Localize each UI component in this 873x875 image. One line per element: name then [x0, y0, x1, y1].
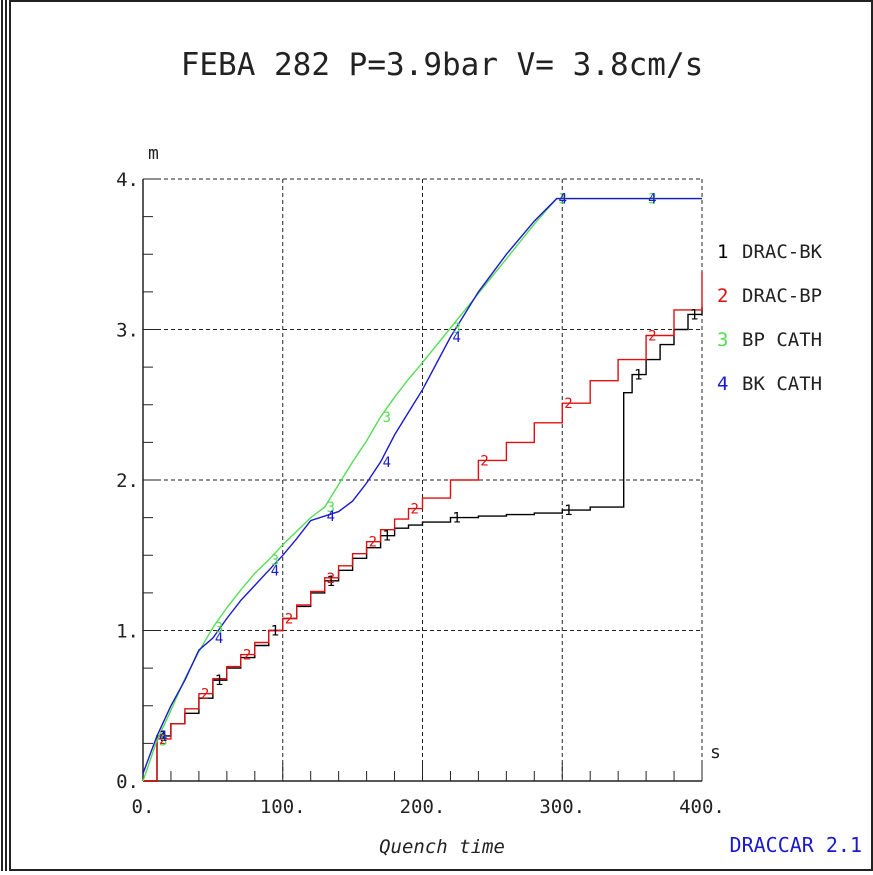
series-marker-3: 3	[383, 410, 391, 426]
series-marker-1: 1	[452, 511, 460, 527]
series-line-2	[143, 272, 703, 782]
series-marker-4: 4	[559, 192, 567, 208]
series-marker-1: 1	[564, 503, 572, 519]
x-unit-label: s	[710, 742, 721, 763]
series-marker-1: 1	[271, 624, 279, 640]
series-marker-4: 4	[452, 330, 460, 346]
series-marker-4: 4	[383, 455, 391, 471]
series-marker-2: 2	[369, 535, 377, 551]
legend-name-4: BK CATH	[742, 373, 822, 395]
series-marker-3: 3	[215, 620, 223, 636]
tick-labels: 0. 100. 200. 300. 400. 0. 1. 2. 3. 4.	[116, 169, 725, 818]
legend-id-2: 2	[717, 285, 728, 307]
x-tick-label: 400.	[679, 796, 725, 818]
y-unit-label: m	[148, 143, 159, 164]
legend-name-1: DRAC-BK	[742, 241, 823, 263]
series-marker-2: 2	[480, 453, 488, 469]
series-line-4	[142, 197, 702, 774]
x-tick-label: 0.	[132, 796, 155, 818]
series-marker-2: 2	[648, 329, 656, 345]
x-tick-label: 100.	[260, 796, 306, 818]
y-tick-label: 1.	[116, 621, 139, 643]
chart-title: FEBA 282 P=3.9bar V= 3.8cm/s	[181, 47, 704, 83]
y-tick-label: 0.	[116, 771, 139, 793]
series-marker-4: 4	[271, 563, 279, 579]
series-marker-1: 1	[327, 574, 335, 590]
legend-name-3: BP CATH	[742, 329, 822, 351]
series-marker-2: 2	[201, 687, 209, 703]
series-marker-4: 4	[327, 509, 335, 525]
series-marker-1: 1	[159, 729, 167, 745]
x-tick-label: 300.	[539, 796, 585, 818]
legend-id-4: 4	[717, 373, 728, 395]
series-marker-2: 2	[564, 396, 572, 412]
y-tick-label: 2.	[116, 470, 139, 492]
series-marker-2: 2	[243, 648, 251, 664]
x-tick-label: 200.	[400, 796, 446, 818]
legend: 1 DRAC-BK 2 DRAC-BP 3 BP CATH 4 BK CATH	[717, 241, 823, 395]
frame-border	[9, 0, 873, 871]
series-marker-2: 2	[159, 732, 167, 748]
series-marker-1: 1	[634, 368, 642, 384]
y-tick-label: 3.	[116, 320, 139, 342]
series-marker-1: 1	[690, 307, 698, 323]
legend-name-2: DRAC-BP	[742, 285, 822, 307]
series-marker-4: 4	[159, 729, 167, 745]
grid	[143, 178, 703, 781]
legend-id-3: 3	[717, 329, 728, 351]
series-marker-3: 3	[327, 500, 335, 516]
series-marker-3: 3	[452, 321, 460, 337]
series-marker-4: 4	[215, 631, 223, 647]
series-marker-2: 2	[327, 571, 335, 587]
series-marker-3: 3	[159, 733, 167, 749]
series-marker-3: 3	[648, 192, 656, 208]
series-marker-1: 1	[383, 529, 391, 545]
version-label: DRACCAR 2.1	[730, 833, 862, 857]
series-marker-2: 2	[285, 611, 293, 627]
series-marker-4: 4	[648, 192, 656, 208]
series-lines	[142, 197, 703, 782]
legend-id-1: 1	[717, 241, 728, 263]
series-marker-1: 1	[215, 673, 223, 689]
series-marker-3: 3	[559, 192, 567, 208]
series-marker-3: 3	[271, 553, 279, 569]
y-tick-label: 4.	[116, 169, 139, 191]
x-axis-label: Quench time	[379, 836, 505, 858]
series-marker-2: 2	[411, 502, 419, 518]
